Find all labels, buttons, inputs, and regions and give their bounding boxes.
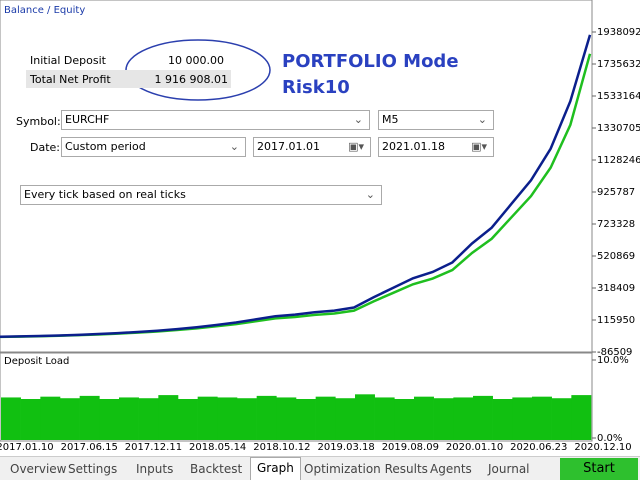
x-tick-label: 2019.03.18 — [317, 442, 374, 453]
symbol-select[interactable]: EURCHF ⌄ — [61, 110, 370, 130]
date-mode: Custom period — [65, 140, 146, 153]
load-bar — [256, 395, 277, 440]
load-bar — [40, 396, 61, 440]
x-tick-label: 2019.08.09 — [382, 442, 439, 453]
load-bar — [433, 398, 454, 440]
load-bar — [60, 398, 80, 440]
y-tick-label: 1938092 — [597, 27, 640, 38]
y-tick-label: 10.0% — [597, 355, 629, 366]
tab[interactable]: Agents — [430, 462, 472, 476]
load-bar — [99, 399, 120, 440]
x-tick-label: 2017.12.11 — [125, 442, 182, 453]
x-tick-label: 2017.01.10 — [0, 442, 54, 453]
tab-bar: Overview Settings Inputs Backtest Graph Optim… — [0, 456, 640, 480]
symbol-label: Symbol: — [16, 115, 61, 128]
tab[interactable]: Settings — [68, 462, 118, 476]
chart: Balance / Equity Deposit Load PORTFOLIO … — [0, 0, 640, 453]
summary-value: 10 000.00 — [168, 54, 224, 67]
tab[interactable]: Optimization Results — [304, 462, 428, 476]
date-to-value: 2021.01.18 — [382, 140, 445, 153]
tab[interactable]: Backtest — [190, 462, 243, 476]
period-select[interactable]: M5 ⌄ — [378, 110, 494, 130]
annotation: Risk10 — [282, 77, 350, 98]
load-bar — [355, 394, 375, 440]
date-to[interactable]: 2021.01.18 ▣▾ — [378, 137, 494, 157]
model-value: Every tick based on real ticks — [24, 188, 186, 201]
symbol-value: EURCHF — [65, 113, 110, 126]
y-tick-label: 318409 — [597, 283, 635, 294]
date-label: Date: — [30, 141, 60, 154]
load-bar — [414, 396, 434, 440]
x-tick-label: 2020.01.10 — [446, 442, 503, 453]
load-bar — [571, 395, 592, 440]
annotation: PORTFOLIO Mode — [282, 51, 459, 72]
load-bar — [315, 396, 336, 440]
load-bar — [551, 398, 572, 440]
y-tick-label: 0.0% — [597, 433, 622, 444]
summary-label: Initial Deposit — [30, 54, 106, 67]
date-mode-select[interactable]: Custom period ⌄ — [61, 137, 246, 157]
tab[interactable]: Overview — [10, 462, 67, 476]
model-select[interactable]: Every tick based on real ticks ⌄ — [20, 185, 382, 205]
summary-row-bg — [26, 70, 231, 88]
x-tick-label: 2017.06.15 — [61, 442, 118, 453]
load-bar — [532, 396, 552, 440]
y-tick-label: 723328 — [597, 219, 635, 230]
load-title: Deposit Load — [4, 356, 69, 367]
x-tick-label: 2020.12.10 — [574, 442, 631, 453]
period-value: M5 — [382, 113, 399, 126]
load-bar — [335, 398, 356, 440]
series-line — [0, 34, 592, 338]
summary-value: 1 916 908.01 — [154, 73, 228, 86]
y-tick-label: 115950 — [597, 315, 635, 326]
main-plot — [0, 0, 593, 353]
summary-label: Total Net Profit — [30, 73, 111, 86]
load-bar — [138, 398, 159, 440]
x-tick-label: 2020.06.23 — [510, 442, 567, 453]
load-bar — [374, 397, 395, 440]
x-tick-label: 2018.10.12 — [253, 442, 310, 453]
load-bar — [276, 397, 297, 440]
y-tick-label: 1735632 — [597, 59, 640, 70]
x-tick-label: 2018.05.14 — [189, 442, 246, 453]
load-bar — [296, 399, 316, 440]
load-bar — [119, 397, 139, 440]
load-bar — [20, 399, 41, 440]
load-bar — [492, 399, 513, 440]
load-bar — [79, 395, 100, 440]
load-bar — [197, 396, 218, 440]
load-bar — [1, 397, 21, 440]
y-tick-label: -86509 — [597, 347, 632, 358]
start-button[interactable]: Start — [560, 458, 638, 480]
y-tick-label: 1330705 — [597, 123, 640, 134]
load-bar — [453, 397, 474, 440]
tab[interactable]: Journal — [488, 462, 530, 476]
y-tick-label: 1128246 — [597, 155, 640, 166]
y-tick-label: 520869 — [597, 251, 635, 262]
y-tick-label: 925787 — [597, 187, 635, 198]
load-bar — [473, 395, 493, 440]
load-bar — [394, 399, 415, 440]
y-tick-label: 1533164 — [597, 91, 640, 102]
legend-label: Balance / Equity — [4, 5, 85, 16]
tab[interactable]: Graph — [250, 457, 301, 480]
date-from[interactable]: 2017.01.01 ▣▾ — [253, 137, 371, 157]
load-bar — [178, 399, 198, 440]
load-bar — [158, 395, 179, 440]
load-bar — [237, 398, 257, 440]
load-bar — [217, 397, 238, 440]
tab[interactable]: Inputs — [136, 462, 174, 476]
load-bar — [512, 397, 533, 440]
date-from-value: 2017.01.01 — [257, 140, 320, 153]
